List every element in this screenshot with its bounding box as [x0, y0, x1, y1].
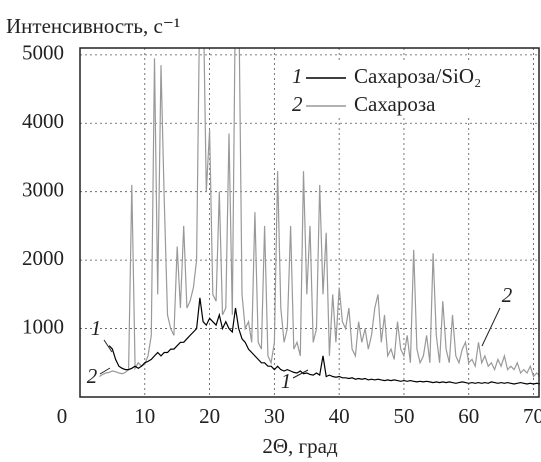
annotation: 2 — [87, 364, 98, 388]
annotation: 2 — [502, 283, 513, 307]
legend-label: Сахароза — [354, 92, 436, 116]
data-line — [99, 48, 540, 378]
x-tick-label: 40 — [329, 404, 350, 428]
x-tick-label: 70 — [523, 404, 541, 428]
y-axis-label: Интенсивность, с⁻¹ — [6, 14, 180, 38]
y-tick-label: 2000 — [22, 246, 64, 270]
x-tick-label: 30 — [264, 404, 285, 428]
annotation-leader — [292, 369, 309, 379]
y-tick-label: 4000 — [22, 109, 64, 133]
x-tick-label: 20 — [199, 404, 220, 428]
legend-bg — [282, 60, 532, 118]
annotation: 1 — [91, 316, 102, 340]
plot-area — [99, 48, 540, 385]
annotation-leader — [481, 307, 501, 347]
data-line — [108, 297, 540, 385]
annotation: 1 — [281, 369, 292, 393]
x-tick-label: 50 — [393, 404, 414, 428]
y-tick-label: 3000 — [22, 178, 64, 202]
frame — [79, 47, 540, 398]
x-tick-label: 10 — [134, 404, 155, 428]
legend-number: 2 — [292, 92, 303, 116]
x-tick-label: 60 — [458, 404, 479, 428]
legend-number: 1 — [292, 64, 303, 88]
x-axis-label: 2Θ, град — [262, 434, 338, 458]
y-tick-label: 5000 — [22, 41, 64, 65]
annotation-leader — [103, 339, 113, 353]
legend-label: Сахароза/SiO₂ — [354, 64, 481, 88]
x-tick-label: 0 — [57, 404, 68, 428]
annotation-leader — [99, 367, 111, 375]
y-tick-label: 1000 — [22, 314, 64, 338]
